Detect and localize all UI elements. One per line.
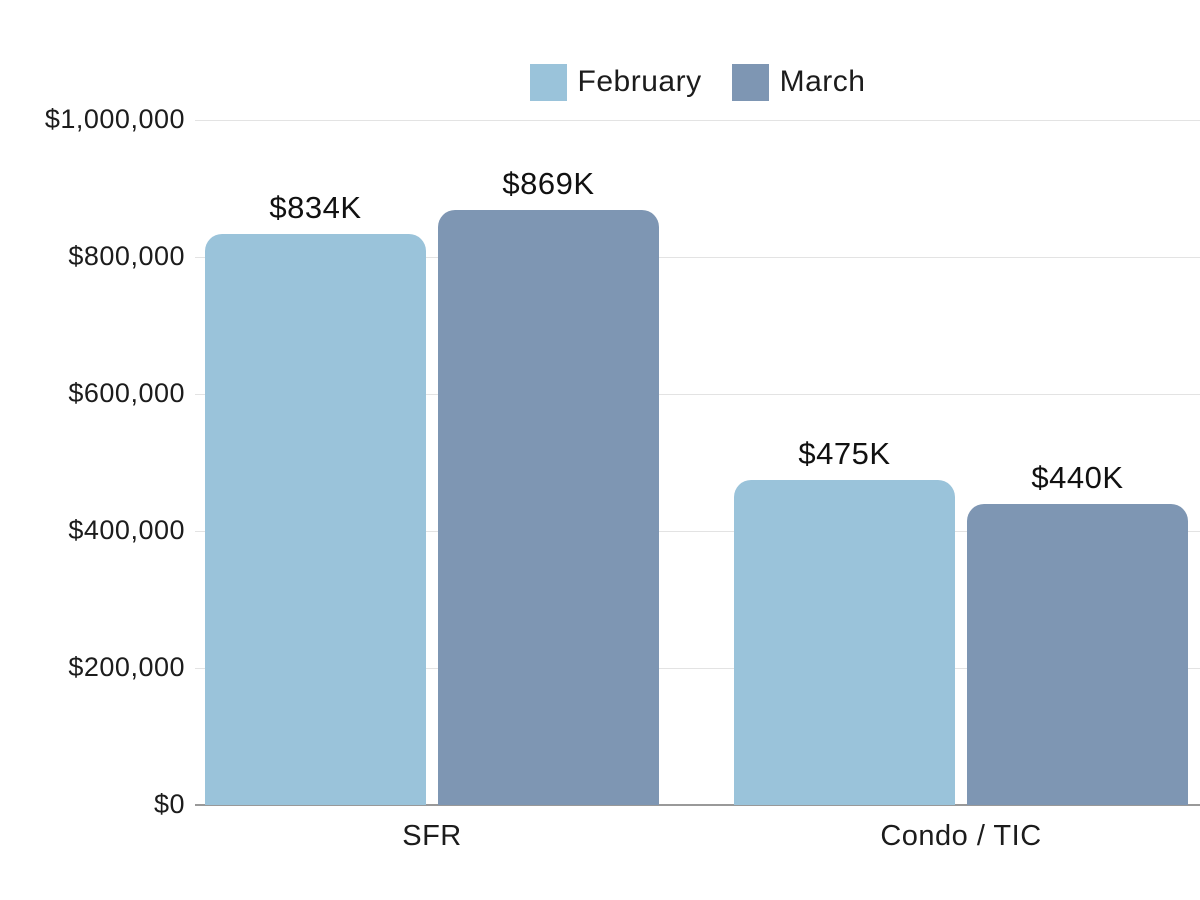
march-swatch-icon bbox=[731, 63, 769, 101]
legend-item-february: February bbox=[529, 63, 702, 101]
legend-label-march: March bbox=[779, 65, 866, 98]
gridline bbox=[195, 668, 1200, 669]
y-tick-label: $600,000 bbox=[68, 378, 185, 408]
y-tick-label: $800,000 bbox=[68, 241, 185, 271]
legend-label-february: February bbox=[577, 65, 702, 98]
y-tick-label: $400,000 bbox=[68, 515, 185, 545]
x-tick-label: SFR bbox=[402, 820, 462, 852]
y-tick-label: $0 bbox=[153, 789, 185, 819]
gridline bbox=[195, 531, 1200, 532]
x-tick-label: Condo / TIC bbox=[880, 820, 1042, 852]
x-axis-baseline bbox=[195, 804, 1200, 806]
gridline bbox=[195, 120, 1200, 121]
february-swatch-icon bbox=[529, 63, 567, 101]
legend-item-march: March bbox=[731, 63, 866, 101]
bar-february-sfr bbox=[205, 233, 426, 805]
gridline bbox=[195, 257, 1200, 258]
bar-value-label: $834K bbox=[269, 189, 362, 225]
chart-legend: February March bbox=[195, 62, 1200, 102]
bar-march-condo-tic bbox=[967, 503, 1188, 805]
gridline bbox=[195, 394, 1200, 395]
bar-value-label: $440K bbox=[1031, 459, 1124, 495]
bar-value-label: $475K bbox=[798, 435, 891, 471]
bar-march-sfr bbox=[438, 209, 659, 805]
bar-february-condo-tic bbox=[734, 479, 955, 805]
y-tick-label: $200,000 bbox=[68, 652, 185, 682]
y-tick-label: $1,000,000 bbox=[44, 104, 185, 134]
bar-value-label: $869K bbox=[502, 165, 595, 201]
